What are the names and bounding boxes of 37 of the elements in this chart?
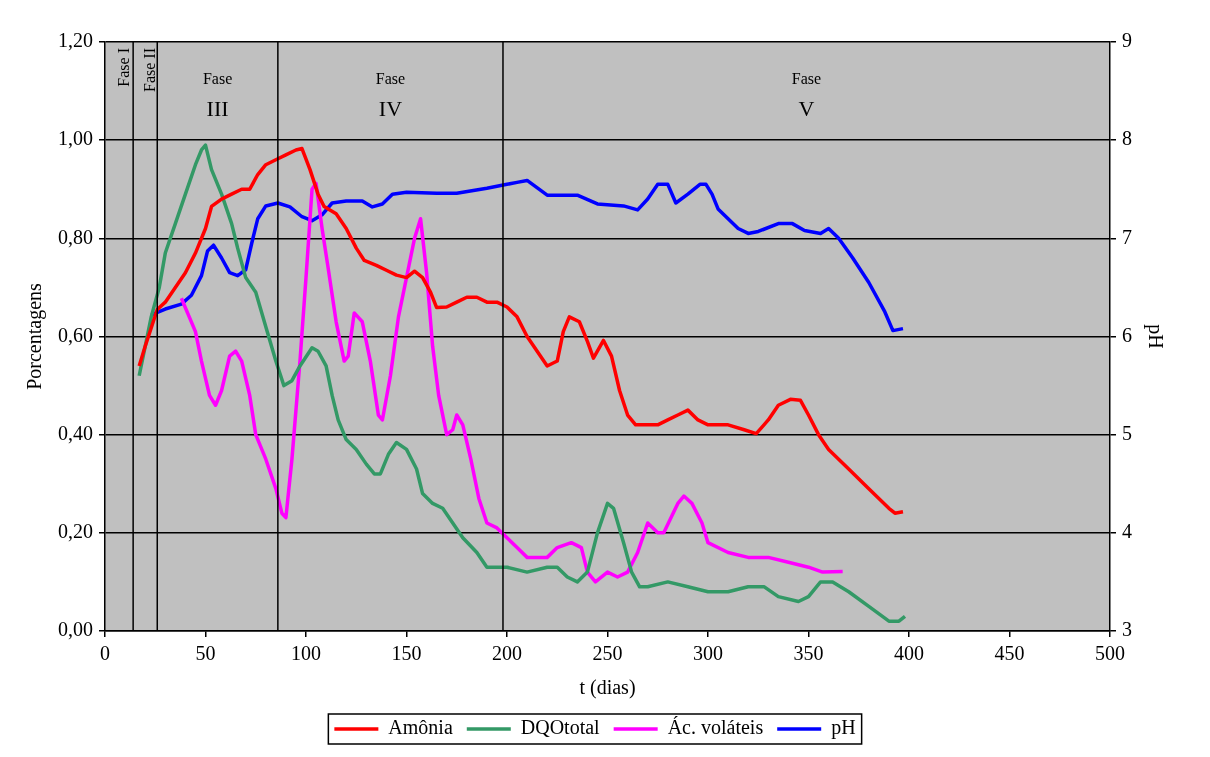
y-tick-label: 0,00	[58, 618, 93, 641]
y-tick-label: 0,80	[58, 225, 93, 248]
y2-tick-label: 5	[1122, 421, 1132, 444]
y2-tick-label: 9	[1122, 29, 1132, 52]
y2-tick-label: 4	[1122, 520, 1132, 543]
annotation: Fase I	[115, 48, 133, 87]
x-tick-label: 150	[391, 642, 422, 665]
annotation: Fase II	[141, 48, 159, 92]
legend-label: Amônia	[388, 716, 453, 739]
annotation: Fase III	[202, 70, 233, 121]
y-tick-label: 1,20	[58, 29, 93, 52]
x-tick-label: 300	[693, 642, 723, 665]
y2-tick-label: 7	[1122, 225, 1132, 248]
annotation: Fase V	[791, 70, 822, 121]
x-tick-label: 200	[492, 642, 522, 665]
x-tick-label: 450	[994, 642, 1025, 665]
x-axis-title: t (dias)	[579, 676, 636, 700]
x-tick-label: 50	[195, 642, 216, 665]
y2-axis-title: pH	[1143, 324, 1167, 349]
x-tick-label: 500	[1095, 642, 1125, 665]
legend-label: Ác. voláteis	[667, 716, 764, 739]
legend-label: pH	[831, 716, 856, 740]
y-tick-label: 0,20	[58, 520, 93, 543]
annotation: Fase IV	[375, 70, 406, 121]
legend-label: DQOtotal	[520, 716, 601, 739]
y-tick-label: 0,40	[58, 421, 93, 444]
y2-tick-label: 3	[1122, 618, 1132, 641]
y-tick-label: 0,60	[58, 323, 93, 346]
y2-tick-label: 8	[1122, 127, 1132, 150]
y2-tick-label: 6	[1122, 323, 1132, 346]
x-tick-label: 250	[592, 642, 623, 665]
y-tick-label: 1,00	[58, 127, 93, 150]
x-tick-label: 350	[793, 642, 824, 665]
x-tick-label: 0	[100, 642, 110, 665]
x-tick-label: 400	[894, 642, 924, 665]
y-axis-title: Porcentagens	[23, 282, 47, 390]
x-tick-label: 100	[291, 642, 321, 665]
